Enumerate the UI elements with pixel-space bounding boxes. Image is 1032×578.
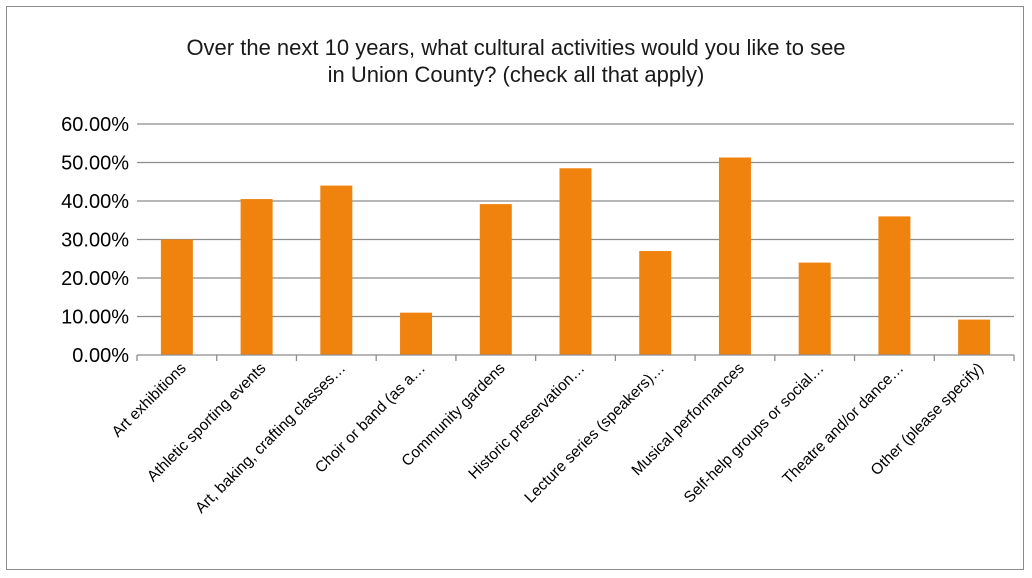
bar [160, 239, 193, 355]
bar [878, 216, 911, 355]
y-tick-label: 10.00% [61, 307, 129, 329]
chart-title-line-1: Over the next 10 years, what cultural ac… [186, 35, 845, 60]
bar [718, 157, 751, 355]
bar [479, 204, 512, 355]
bar [559, 168, 592, 355]
y-tick-label: 20.00% [61, 268, 129, 290]
y-axis-tick-labels: 0.00% 10.00% 20.00% 30.00% 40.00% 50.00% 60.00… [61, 114, 129, 367]
y-tick-label: 60.00% [61, 114, 129, 136]
chart-title-line-2: in Union County? (check all that apply) [328, 62, 705, 87]
bar [240, 199, 273, 355]
y-tick-label: 0.00% [72, 345, 129, 367]
bar [958, 319, 991, 355]
bars [160, 157, 991, 355]
y-tick-label: 30.00% [61, 230, 129, 252]
gridlines [137, 123, 1014, 318]
x-tick-label: Lecture series (speakers)… [521, 360, 668, 507]
bar [639, 251, 672, 355]
y-tick-label: 50.00% [61, 153, 129, 175]
bar [798, 262, 831, 355]
x-tick-label: Art, baking, crafting classes… [192, 360, 349, 517]
x-tick-label: Self-help groups or social… [681, 360, 828, 507]
bar [400, 312, 433, 355]
bar [320, 185, 353, 355]
chart-title: Over the next 10 years, what cultural ac… [186, 35, 845, 87]
y-tick-label: 40.00% [61, 191, 129, 213]
x-tick-label: Art exhibitions [109, 360, 190, 441]
x-axis [136, 354, 1015, 361]
